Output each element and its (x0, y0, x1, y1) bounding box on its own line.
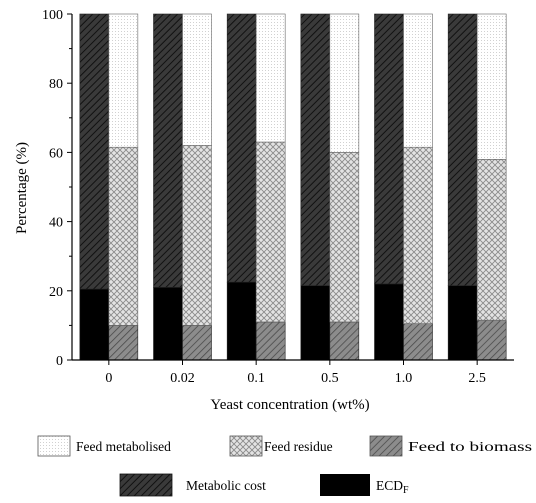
bar-right-feed-metabolised-0-02 (182, 13, 212, 146)
y-tick-label-100: 100 (42, 8, 63, 23)
legend-swatch-ecd (320, 474, 370, 496)
x-axis-label: Yeast concentration (wt%) (210, 397, 369, 413)
legend-item-feed-to-biomass: Feed to biomass (369, 435, 532, 457)
y-axis-label: Percentage (%) (14, 142, 30, 234)
bar-right-feed-residue-2-5 (476, 159, 507, 321)
legend-label-ecd: ECDF (376, 478, 409, 496)
bar-right-feed-to-biomass-0-5 (329, 321, 360, 361)
bar-right-feed-residue-1-0 (403, 146, 433, 324)
y-tick-label-20: 20 (49, 285, 63, 300)
x-tick-label-2-5: 2.5 (468, 371, 486, 386)
bar-left-metabolic-cost-1-0 (374, 13, 404, 285)
y-tick-label-80: 80 (49, 77, 63, 92)
bar-right-feed-to-biomass-1-0 (403, 323, 433, 361)
y-tick-label-0: 0 (56, 354, 63, 369)
bar-left-ecd-0-02 (153, 287, 183, 361)
x-tick-label-0-5: 0.5 (321, 371, 339, 386)
bar-right-feed-to-biomass-2-5 (476, 319, 507, 361)
bar-left-ecd-2-5 (447, 285, 478, 361)
legend-item-ecd: ECDF (320, 474, 409, 496)
bar-right-feed-metabolised-0-1 (255, 13, 286, 143)
bar-left-metabolic-cost-0-5 (300, 13, 331, 286)
legend-swatch-feed-metabolised (37, 435, 71, 457)
bar-left-metabolic-cost-0-1 (226, 13, 257, 283)
y-tick-label-40: 40 (49, 216, 63, 231)
y-tick-label-60: 60 (49, 146, 63, 161)
legend-swatch-feed-residue (229, 435, 263, 457)
bar-left-ecd-0 (79, 288, 110, 361)
bar-right-feed-to-biomass-0-02 (182, 325, 212, 361)
bar-right-feed-to-biomass-0-1 (255, 321, 286, 361)
legend-item-feed-residue: Feed residue (229, 435, 333, 457)
bar-left-ecd-0-1 (226, 281, 257, 361)
x-tick-label-0: 0 (105, 371, 112, 386)
x-tick-label-0-1: 0.1 (247, 371, 265, 386)
legend-label-feed-metabolised: Feed metabolised (76, 439, 171, 454)
bar-left-metabolic-cost-0 (79, 13, 110, 290)
legend-swatch-feed-to-biomass (369, 435, 403, 457)
bar-right-feed-metabolised-0-5 (329, 13, 360, 153)
x-tick-label-0-02: 0.02 (170, 371, 195, 386)
legend-label-ecd-main: ECD (376, 478, 403, 493)
bar-right-feed-residue-0-1 (255, 141, 286, 323)
legend-item-metabolic-cost: Metabolic cost (119, 473, 266, 497)
bar-right-feed-residue-0-02 (182, 145, 212, 326)
x-tick-label-1-0: 1.0 (395, 371, 413, 386)
axes-layer: 0 0.02 0.1 0.5 1.0 2.5 0 20 40 60 80 100 (42, 8, 514, 386)
legend-label-feed-residue: Feed residue (264, 439, 333, 454)
bar-right-feed-residue-0-5 (329, 152, 360, 323)
bar-right-feed-metabolised-2-5 (476, 13, 507, 160)
legend: Feed metabolised Feed residue Feed to bi… (37, 435, 532, 497)
legend-item-feed-metabolised: Feed metabolised (37, 435, 171, 457)
bar-right-feed-residue-0 (108, 146, 139, 326)
bar-left-metabolic-cost-0-02 (153, 13, 183, 288)
legend-label-metabolic-cost: Metabolic cost (186, 478, 266, 493)
bar-left-ecd-1-0 (374, 283, 404, 361)
bar-left-metabolic-cost-2-5 (447, 13, 478, 286)
bar-right-feed-metabolised-0 (108, 13, 139, 148)
legend-label-feed-to-biomass: Feed to biomass (408, 439, 532, 454)
bars-layer (79, 13, 507, 361)
bar-right-feed-to-biomass-0 (108, 325, 139, 361)
bar-right-feed-metabolised-1-0 (403, 13, 433, 148)
legend-label-ecd-subscript: F (403, 485, 409, 496)
legend-swatch-metabolic-cost (119, 473, 173, 497)
bar-left-ecd-0-5 (300, 285, 331, 361)
